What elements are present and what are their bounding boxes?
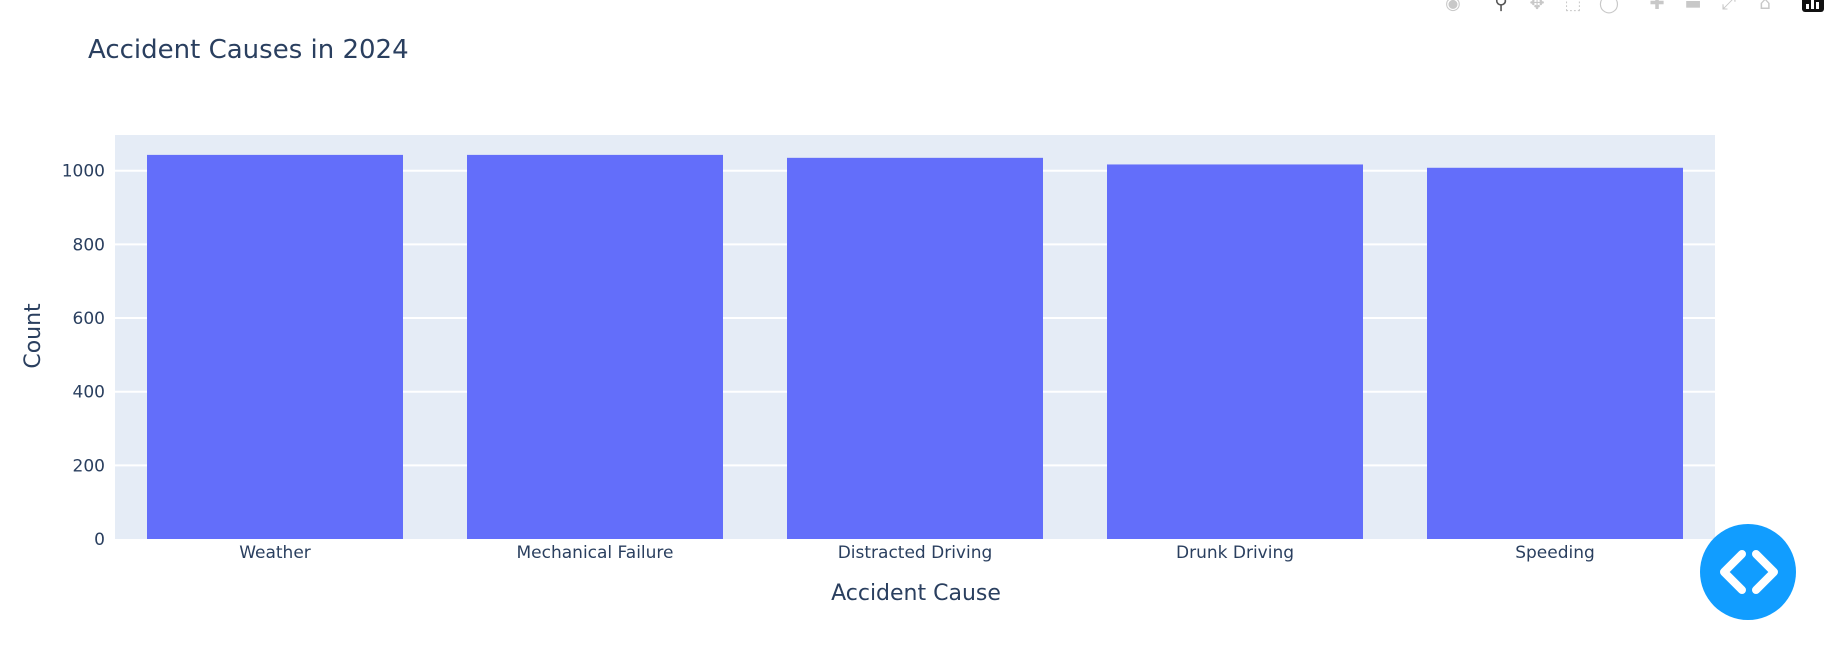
y-tick-label: 400 [73, 383, 105, 403]
x-tick-label: Mechanical Failure [517, 543, 674, 563]
bars [147, 154, 1683, 540]
y-tick-label: 600 [73, 309, 105, 329]
bar[interactable] [1107, 164, 1363, 540]
code-brackets-icon [1720, 550, 1778, 594]
bar[interactable] [147, 154, 403, 539]
bar[interactable] [1427, 167, 1683, 539]
x-axis-label: Accident Cause [831, 581, 1001, 606]
x-tick-label: Weather [239, 543, 311, 563]
modebar: ◉ ⚲ ✥ ⬚ ◯ ✚ ▬ ⤢ ⌂ [0, 0, 1836, 16]
chart-title: Accident Causes in 2024 [88, 35, 409, 65]
x-tick-labels: Weather Mechanical Failure Distracted Driv… [239, 543, 1595, 563]
zoom-out-icon[interactable]: ▬ [1684, 0, 1702, 14]
y-tick-label: 800 [73, 235, 105, 255]
y-tick-label: 1000 [62, 162, 105, 182]
reset-axes-icon[interactable]: ⌂ [1759, 0, 1771, 14]
plotly-logo-icon[interactable] [1802, 0, 1824, 12]
bar[interactable] [467, 154, 723, 539]
zoom-icon[interactable]: ⚲ [1494, 0, 1508, 14]
lasso-icon[interactable]: ◯ [1598, 0, 1620, 14]
x-tick-label: Drunk Driving [1176, 543, 1294, 563]
x-tick-label: Distracted Driving [838, 543, 993, 563]
camera-icon[interactable]: ◉ [1445, 0, 1461, 14]
bar[interactable] [787, 157, 1043, 539]
autoscale-icon[interactable]: ⤢ [1721, 0, 1737, 14]
zoom-in-icon[interactable]: ✚ [1649, 0, 1665, 14]
box-select-icon[interactable]: ⬚ [1564, 0, 1582, 14]
y-axis-label: Count [21, 303, 46, 369]
pan-icon[interactable]: ✥ [1529, 0, 1545, 14]
code-view-button[interactable] [1700, 524, 1796, 620]
y-tick-labels: 0 200 400 600 800 1000 [62, 162, 105, 550]
x-tick-label: Speeding [1515, 543, 1595, 563]
y-tick-label: 0 [94, 530, 105, 550]
y-tick-label: 200 [73, 456, 105, 476]
